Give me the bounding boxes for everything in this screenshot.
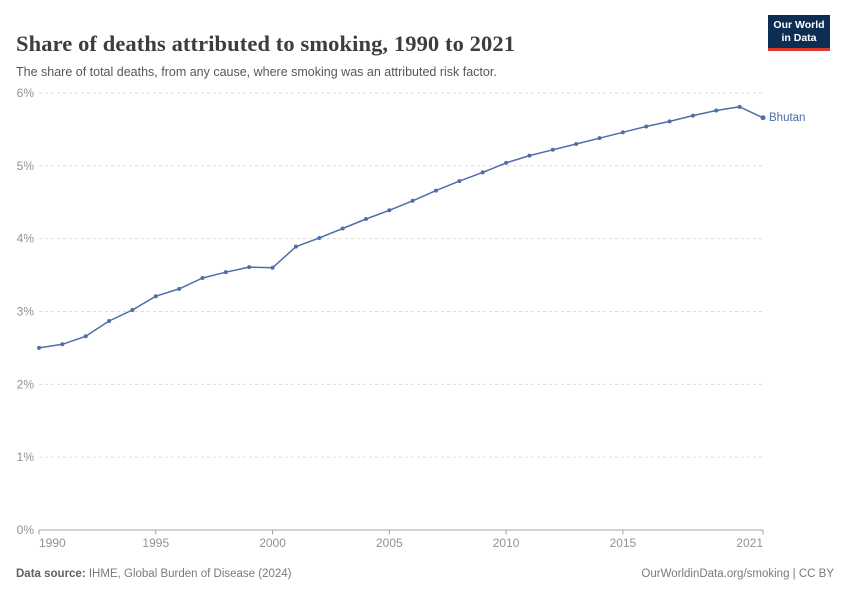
y-tick-label: 1%	[17, 450, 35, 464]
x-tick-label: 2015	[610, 536, 637, 550]
data-point[interactable]	[387, 208, 392, 213]
data-point[interactable]	[60, 342, 65, 347]
data-point[interactable]	[667, 119, 672, 124]
data-point[interactable]	[317, 235, 322, 240]
data-point[interactable]	[107, 318, 112, 323]
y-tick-label: 5%	[17, 159, 35, 173]
data-point[interactable]	[223, 270, 228, 275]
data-source-text: IHME, Global Burden of Disease (2024)	[85, 568, 292, 580]
data-point[interactable]	[504, 160, 509, 165]
data-point[interactable]	[340, 226, 345, 231]
owid-logo-line1: Our World	[773, 19, 825, 31]
data-source-note: Data source: IHME, Global Burden of Dise…	[16, 567, 292, 582]
data-point[interactable]	[550, 147, 555, 152]
data-point[interactable]	[714, 108, 719, 113]
data-point[interactable]	[177, 286, 182, 291]
data-point[interactable]	[760, 115, 766, 121]
y-tick-label: 2%	[17, 377, 35, 391]
data-point[interactable]	[247, 265, 252, 270]
data-point[interactable]	[737, 104, 742, 109]
x-tick-label: 2000	[259, 536, 286, 550]
data-point[interactable]	[527, 153, 532, 158]
series-label-bhutan[interactable]: Bhutan	[769, 112, 806, 124]
chart-subtitle: The share of total deaths, from any caus…	[16, 64, 497, 79]
data-point[interactable]	[270, 265, 275, 270]
data-point[interactable]	[480, 170, 485, 175]
data-point[interactable]	[597, 136, 602, 141]
owid-logo-line2: in Data	[781, 32, 817, 44]
data-point[interactable]	[620, 130, 625, 135]
x-tick-label: 2005	[376, 536, 403, 550]
license-link[interactable]: OurWorldinData.org/smoking | CC BY	[641, 568, 834, 580]
data-point[interactable]	[644, 124, 649, 129]
trend-line	[38, 106, 764, 349]
y-tick-label: 3%	[17, 305, 35, 319]
data-point[interactable]	[83, 334, 88, 339]
chart-footer: Data source: IHME, Global Burden of Dise…	[16, 567, 834, 582]
x-tick-label: 2010	[493, 536, 520, 550]
data-point[interactable]	[37, 345, 41, 350]
y-tick-label: 6%	[17, 86, 35, 100]
data-point[interactable]	[293, 244, 298, 249]
data-point[interactable]	[574, 141, 579, 146]
x-tick-label: 2021	[736, 536, 763, 550]
data-point[interactable]	[363, 217, 368, 222]
y-tick-label: 4%	[17, 232, 35, 246]
y-tick-label: 0%	[17, 523, 35, 537]
data-point[interactable]	[457, 179, 462, 184]
x-tick-label: 1990	[39, 536, 66, 550]
data-point[interactable]	[690, 113, 695, 118]
data-point[interactable]	[200, 275, 205, 280]
data-point[interactable]	[130, 308, 135, 313]
page-title: Share of deaths attributed to smoking, 1…	[16, 31, 516, 57]
data-point[interactable]	[434, 188, 439, 193]
data-source-label: Data source:	[16, 568, 86, 580]
data-point[interactable]	[410, 198, 415, 203]
data-point[interactable]	[153, 294, 158, 299]
owid-logo[interactable]: Our World in Data	[768, 15, 830, 51]
x-tick-label: 1995	[142, 536, 169, 550]
